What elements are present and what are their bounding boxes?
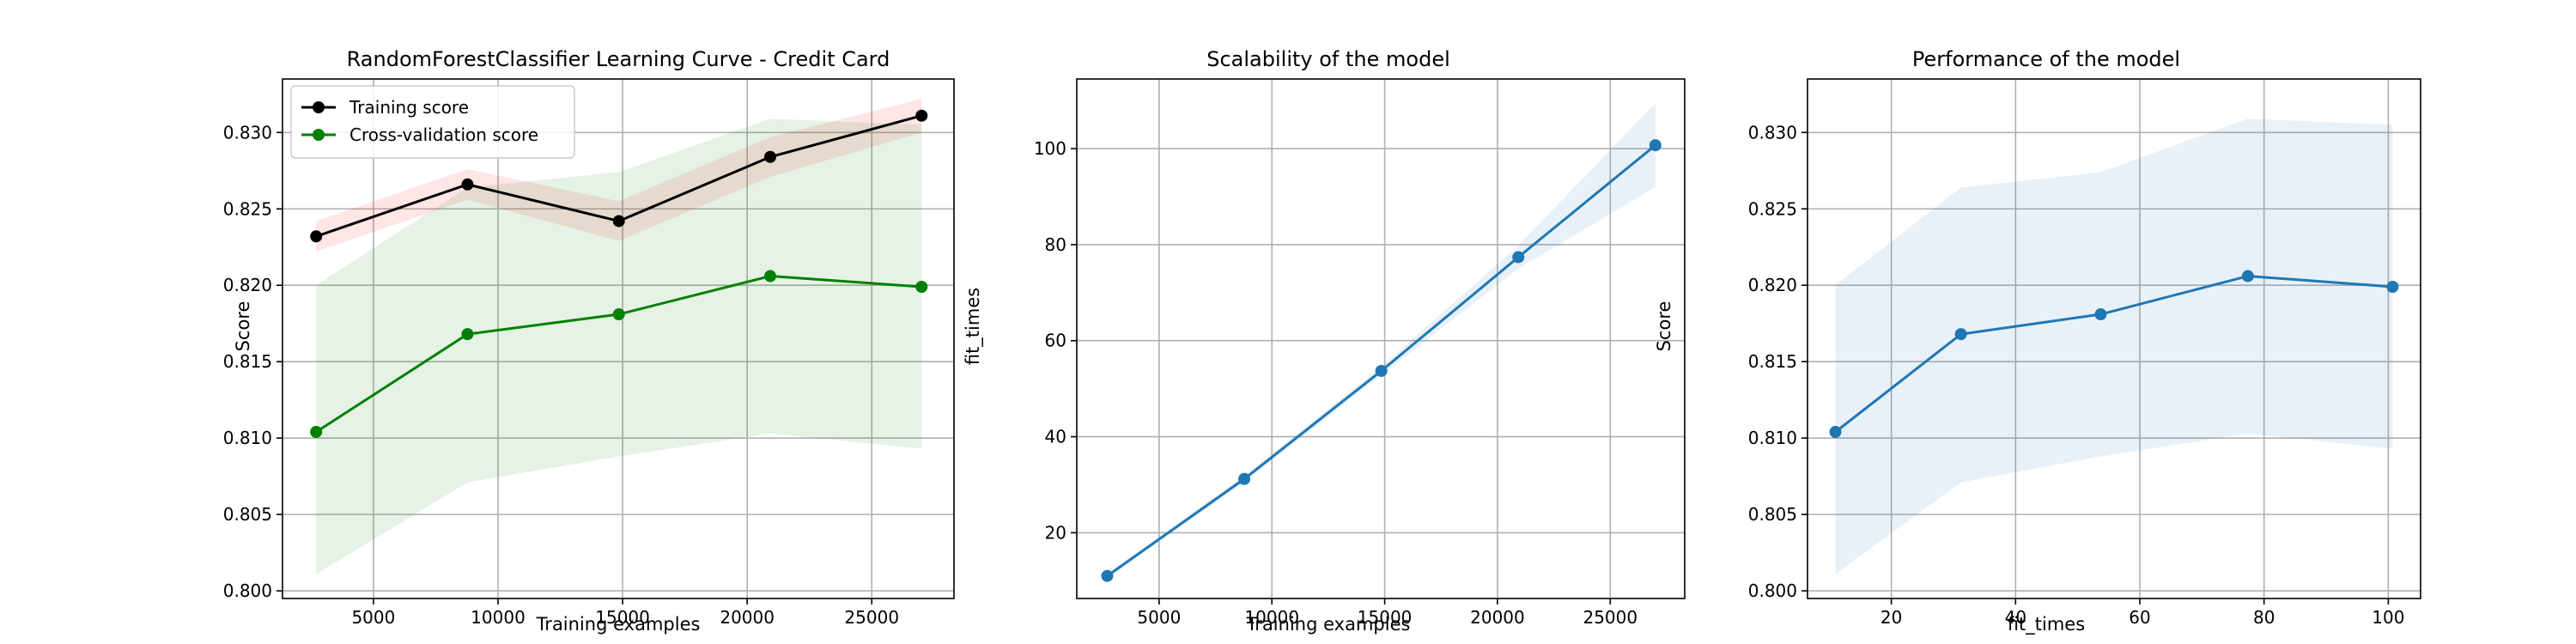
panel-3-plot: 20 40 60 80 100 0.800 0.805 0.810 0.815 0.820 0.82… <box>1748 78 2421 628</box>
legend: Training score Cross-validation score <box>290 85 575 159</box>
panel-1-xlabel: Training examples <box>536 614 701 635</box>
legend-label: Training score <box>349 97 469 118</box>
data-point <box>1954 328 1967 341</box>
y-tick-label: 0.830 <box>223 122 272 143</box>
confidence-band-1 <box>1835 118 2393 574</box>
panel-performance: Performance of the model fit_times Score <box>1654 47 2180 635</box>
panel-1-plot: 5000 10000 15000 20000 25000 0.800 0.805 0.810 0… <box>223 78 955 628</box>
panel-learning-curve: RandomForestClassifier Learning Curve - … <box>233 47 890 635</box>
confidence-band-1 <box>316 99 922 252</box>
legend-marker <box>313 101 325 113</box>
panel-3-xlabel: fit_times <box>2008 614 2085 635</box>
legend-marker <box>313 129 325 141</box>
data-point <box>1238 472 1251 485</box>
y-tick-label: 80 <box>1045 234 1066 255</box>
y-tick-label: 0.800 <box>223 580 272 601</box>
x-tick-label: 25000 <box>1583 607 1637 628</box>
y-tick-label: 0.825 <box>223 198 272 219</box>
panel-2-ylabel: fit_times <box>963 288 984 365</box>
x-tick-label: 5000 <box>1137 607 1181 628</box>
y-tick-label: 0.815 <box>1748 351 1797 372</box>
data-point <box>764 270 777 283</box>
data-point <box>1375 364 1388 377</box>
data-point <box>764 150 777 163</box>
data-point <box>461 328 474 341</box>
data-point <box>1512 251 1525 264</box>
y-tick-label: 0.820 <box>223 275 272 295</box>
legend-label: Cross-validation score <box>349 125 538 145</box>
axes-frame <box>1807 78 2421 599</box>
y-tick-label: 100 <box>1034 138 1066 159</box>
x-tick-label: 40 <box>2005 607 2026 628</box>
x-tick-label: 15000 <box>595 607 650 628</box>
data-point <box>1649 139 1662 152</box>
legend-box <box>290 85 575 159</box>
x-tick-label: 80 <box>2253 607 2275 628</box>
axes-frame <box>282 78 955 599</box>
panel-2-xlabel: Training examples <box>1246 614 1411 635</box>
y-tick-label: 40 <box>1045 427 1066 447</box>
y-tick-label: 0.810 <box>223 428 272 448</box>
x-tick-label: 10000 <box>1244 607 1299 628</box>
data-point <box>1829 426 1842 439</box>
y-tick-label: 0.800 <box>1748 580 1797 601</box>
y-tick-label: 0.815 <box>223 351 272 372</box>
panel-1-title: RandomForestClassifier Learning Curve - … <box>347 47 890 71</box>
panel-2-plot: 5000 10000 15000 20000 25000 20 40 60 80 100 <box>1034 78 1686 628</box>
panel-scalability: Scalability of the model Training exampl… <box>963 47 1450 635</box>
data-point <box>461 178 474 191</box>
data-point <box>915 109 928 122</box>
y-tick-label: 0.805 <box>223 504 272 525</box>
x-tick-label: 25000 <box>844 607 899 628</box>
panel-3-ylabel: Score <box>1654 301 1674 352</box>
data-point <box>612 308 625 321</box>
y-tick-label: 60 <box>1045 331 1066 351</box>
panel-2-title: Scalability of the model <box>1206 47 1450 71</box>
x-tick-label: 100 <box>2372 607 2404 628</box>
y-tick-label: 0.825 <box>1748 198 1797 219</box>
panel-1-ylabel: Score <box>233 301 253 352</box>
data-point <box>310 426 323 439</box>
x-tick-label: 20000 <box>720 607 775 628</box>
axes-frame <box>1076 78 1686 599</box>
x-tick-label: 15000 <box>1358 607 1413 628</box>
y-tick-label: 0.830 <box>1748 122 1797 143</box>
y-tick-label: 0.820 <box>1748 275 1797 295</box>
x-tick-label: 20 <box>1880 607 1902 628</box>
y-tick-label: 0.805 <box>1748 504 1797 525</box>
x-tick-label: 20000 <box>1470 607 1525 628</box>
panel-3-title: Performance of the model <box>1912 47 2180 71</box>
x-tick-label: 10000 <box>471 607 526 628</box>
data-point <box>612 215 625 228</box>
data-point <box>915 281 928 293</box>
y-tick-label: 0.810 <box>1748 428 1797 448</box>
data-point <box>310 230 323 243</box>
data-point <box>2094 308 2107 321</box>
data-point <box>2241 270 2254 283</box>
x-tick-label: 60 <box>2129 607 2150 628</box>
data-point <box>2386 281 2399 293</box>
data-point <box>1101 569 1114 582</box>
confidence-band-2 <box>316 118 922 574</box>
x-tick-label: 5000 <box>351 607 395 628</box>
y-tick-label: 20 <box>1045 522 1066 543</box>
